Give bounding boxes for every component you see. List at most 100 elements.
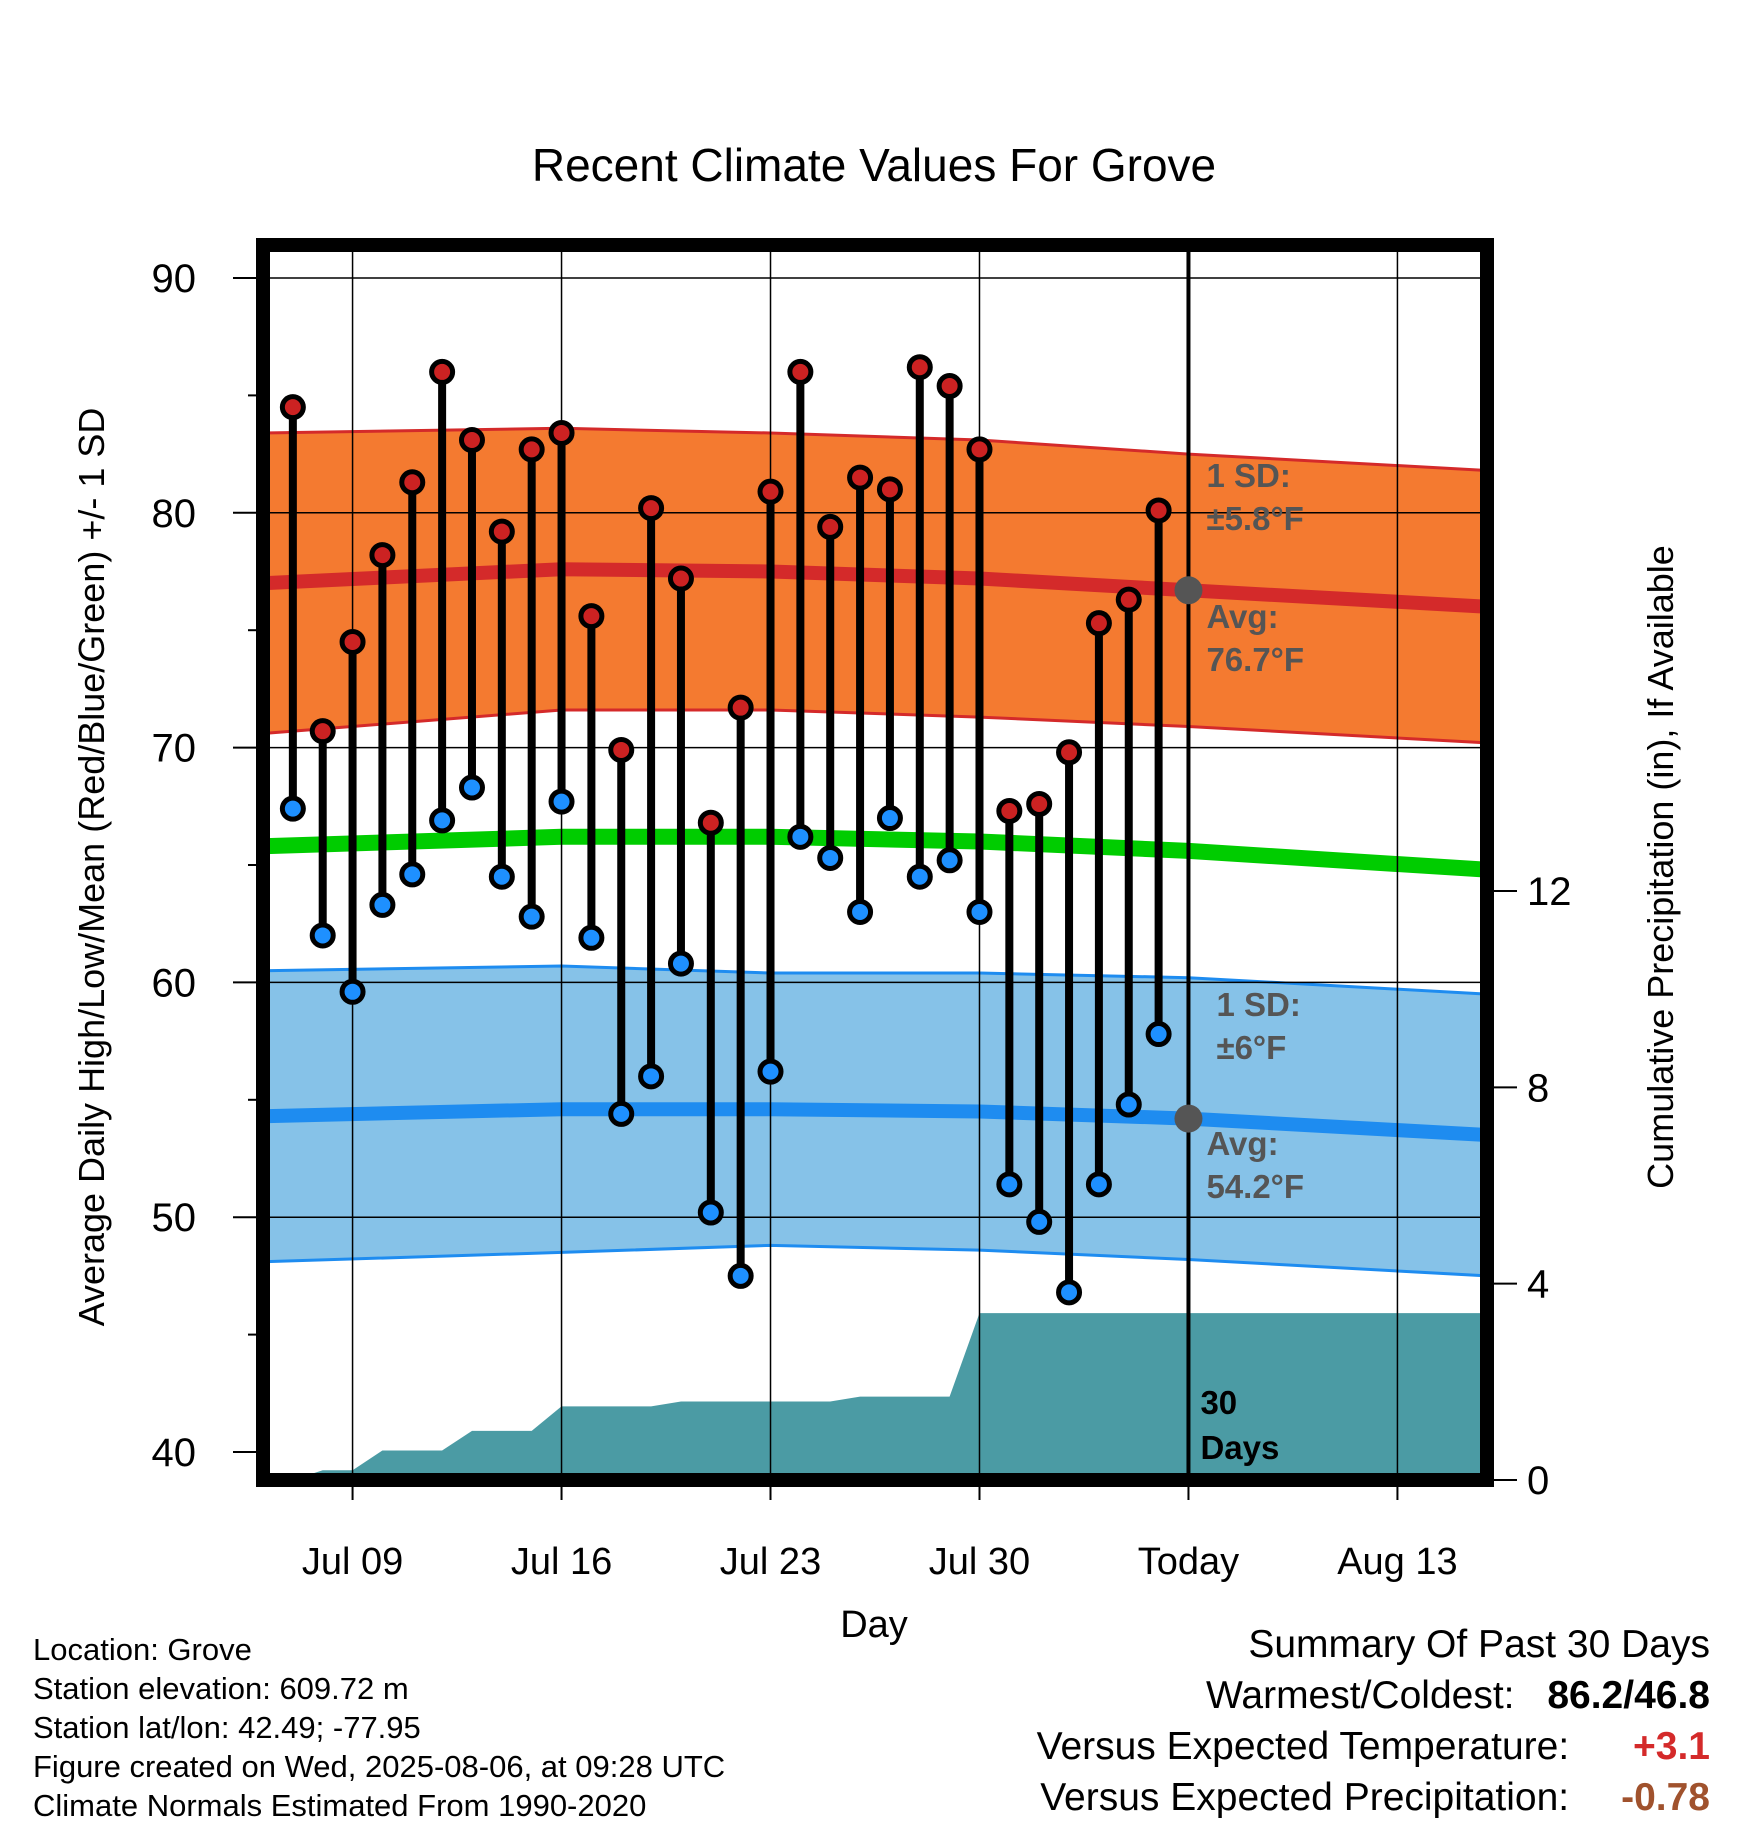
x-tick-label: Jul 23 bbox=[720, 1541, 821, 1583]
daily-low-point bbox=[339, 978, 366, 1005]
daily-low-point bbox=[1085, 1171, 1112, 1198]
daily-low-point bbox=[757, 1058, 784, 1085]
mean-normal-line bbox=[262, 828, 1488, 878]
low-avg-label: Avg: bbox=[1206, 1125, 1278, 1162]
daily-high-point bbox=[279, 394, 306, 421]
daily-high-point bbox=[697, 809, 724, 836]
daily-high-point bbox=[369, 542, 396, 569]
daily-low-point bbox=[638, 1063, 665, 1090]
high-avg-value: 76.7°F bbox=[1206, 641, 1304, 678]
daily-high-point bbox=[638, 495, 665, 522]
daily-high-point bbox=[399, 469, 426, 496]
daily-low-point bbox=[847, 898, 874, 925]
precip-period-unit: Days bbox=[1200, 1429, 1279, 1466]
y-tick-label: 90 bbox=[152, 257, 197, 301]
temp-anomaly-row: Versus Expected Temperature: +3.1 bbox=[1037, 1724, 1710, 1770]
daily-high-point bbox=[1085, 610, 1112, 637]
high-sd-value: ±5.8°F bbox=[1206, 500, 1303, 537]
daily-high-point bbox=[787, 358, 814, 385]
y2-tick-label: 4 bbox=[1527, 1263, 1549, 1307]
daily-high-point bbox=[1145, 497, 1172, 524]
y2-axis-label: Cumulative Precipitation (in), If Availa… bbox=[1640, 545, 1681, 1189]
high-normal-line bbox=[262, 562, 1488, 614]
y-tick-label: 40 bbox=[152, 1431, 197, 1475]
daily-high-point bbox=[996, 797, 1023, 824]
y-tick-label: 70 bbox=[152, 727, 197, 771]
location-text: Location: Grove bbox=[33, 1632, 252, 1667]
x-tick-label: Jul 16 bbox=[511, 1541, 612, 1583]
plot-frame bbox=[256, 238, 1494, 1487]
low-avg-value: 54.2°F bbox=[1206, 1168, 1304, 1205]
daily-low-point bbox=[458, 774, 485, 801]
low-normal-line bbox=[262, 1102, 1488, 1142]
daily-low-point bbox=[369, 891, 396, 918]
warmest-value: 86.2 bbox=[1547, 1674, 1624, 1717]
x-tick-label: Today bbox=[1138, 1541, 1239, 1583]
daily-high-point bbox=[876, 476, 903, 503]
temp-anomaly-value: +3.1 bbox=[1633, 1725, 1710, 1768]
daily-low-point bbox=[309, 922, 336, 949]
daily-low-point bbox=[1026, 1208, 1053, 1235]
daily-low-point bbox=[548, 788, 575, 815]
y2-tick-label: 12 bbox=[1527, 870, 1572, 914]
daily-low-point bbox=[996, 1171, 1023, 1198]
normals-text: Climate Normals Estimated From 1990-2020 bbox=[33, 1788, 647, 1823]
daily-low-point bbox=[876, 805, 903, 832]
daily-low-point bbox=[697, 1199, 724, 1226]
precip-period-label: 30 bbox=[1200, 1384, 1237, 1421]
daily-high-point bbox=[936, 373, 963, 400]
daily-low-point bbox=[608, 1100, 635, 1127]
daily-high-point bbox=[429, 358, 456, 385]
coldest-value: 46.8 bbox=[1634, 1674, 1710, 1717]
daily-high-point bbox=[1026, 790, 1053, 817]
daily-low-point bbox=[518, 903, 545, 930]
daily-low-point bbox=[817, 844, 844, 871]
daily-high-point bbox=[1056, 739, 1083, 766]
daily-high-point bbox=[309, 718, 336, 745]
y2-tick-label: 8 bbox=[1527, 1066, 1549, 1110]
daily-low-point bbox=[1056, 1279, 1083, 1306]
precip-anomaly-label: Versus Expected Precipitation: bbox=[1040, 1776, 1570, 1819]
temp-anomaly-label: Versus Expected Temperature: bbox=[1036, 1725, 1570, 1768]
daily-low-point bbox=[787, 823, 814, 850]
daily-high-point bbox=[608, 736, 635, 763]
daily-high-point bbox=[906, 354, 933, 381]
daily-high-point bbox=[727, 694, 754, 721]
precip-anomaly-row: Versus Expected Precipitation: -0.78 bbox=[1040, 1775, 1710, 1821]
daily-high-point bbox=[667, 565, 694, 592]
daily-high-point bbox=[1115, 586, 1142, 613]
daily-low-point bbox=[429, 807, 456, 834]
daily-high-point bbox=[817, 513, 844, 540]
warm-cold-row: Warmest/Coldest: 86.2/46.8 bbox=[1206, 1673, 1710, 1719]
x-tick-label: Jul 09 bbox=[302, 1541, 403, 1583]
summary-title: Summary Of Past 30 Days bbox=[1248, 1623, 1710, 1666]
y2-tick-label: 0 bbox=[1527, 1459, 1549, 1503]
latlon-text: Station lat/lon: 42.49; -77.95 bbox=[33, 1710, 421, 1745]
daily-low-point bbox=[1145, 1021, 1172, 1048]
warm-cold-label: Warmest/Coldest: bbox=[1206, 1674, 1515, 1717]
plot-area: 1 SD: ±5.8°F Avg: 76.7°F 1 SD: ±6°F Avg: 54.2°F… bbox=[152, 238, 1572, 1583]
high-sd-band-lower-edge bbox=[262, 708, 1488, 745]
daily-low-point bbox=[966, 898, 993, 925]
daily-low-point bbox=[667, 950, 694, 977]
daily-low-point bbox=[399, 861, 426, 888]
precip-area bbox=[263, 1313, 1487, 1480]
daily-low-point bbox=[488, 863, 515, 890]
daily-high-point bbox=[339, 628, 366, 655]
warm-cold-separator: / bbox=[1623, 1674, 1635, 1717]
daily-high-point bbox=[488, 518, 515, 545]
low-sd-band bbox=[263, 966, 1487, 1276]
y-tick-label: 80 bbox=[152, 492, 197, 536]
low-sd-value: ±6°F bbox=[1216, 1029, 1286, 1066]
daily-high-point bbox=[578, 603, 605, 630]
x-axis-label: Day bbox=[840, 1604, 908, 1646]
daily-low-point bbox=[727, 1262, 754, 1289]
daily-high-point bbox=[966, 436, 993, 463]
low-sd-label: 1 SD: bbox=[1216, 986, 1300, 1023]
x-tick-label: Jul 30 bbox=[929, 1541, 1030, 1583]
daily-high-point bbox=[757, 478, 784, 505]
daily-high-point bbox=[847, 464, 874, 491]
daily-low-point bbox=[906, 863, 933, 890]
daily-high-point bbox=[458, 427, 485, 454]
